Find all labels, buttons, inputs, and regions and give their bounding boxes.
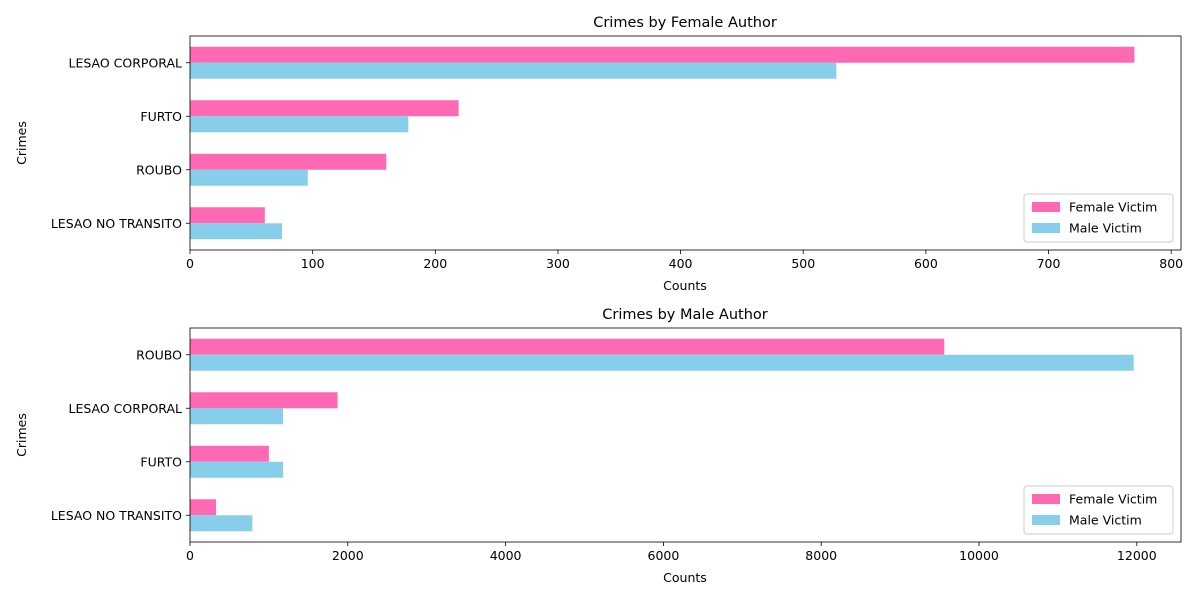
bar-female-victim <box>190 207 265 224</box>
legend-label: Female Victim <box>1069 492 1157 507</box>
axes-frame <box>189 35 1182 251</box>
x-tick-label: 8000 <box>805 548 837 563</box>
x-tick-label: 400 <box>669 256 693 271</box>
bar-male-victim <box>190 461 284 478</box>
legend-swatch-male-victim <box>1032 223 1060 233</box>
bar-male-victim <box>190 169 308 186</box>
legend-label: Male Victim <box>1069 513 1142 528</box>
chart-title: Crimes by Male Author <box>602 307 768 323</box>
chart-title: Crimes by Female Author <box>593 15 777 31</box>
bar-female-victim <box>190 392 338 409</box>
axes-frame <box>189 327 1182 543</box>
x-tick-label: 600 <box>914 256 938 271</box>
bar-male-victim <box>190 223 282 240</box>
x-axis-label: Counts <box>663 570 707 585</box>
x-tick-label: 4000 <box>490 548 522 563</box>
bar-female-victim <box>190 338 945 355</box>
x-tick-label: 700 <box>1037 256 1061 271</box>
y-tick-label: ROUBO <box>136 162 182 177</box>
y-tick-label: LESAO NO TRANSITO <box>51 508 182 523</box>
x-tick-label: 800 <box>1159 256 1183 271</box>
x-tick-label: 10000 <box>959 548 999 563</box>
x-tick-label: 0 <box>186 256 194 271</box>
x-tick-label: 0 <box>186 548 194 563</box>
bar-male-victim <box>190 408 284 425</box>
legend-swatch-female-victim <box>1032 202 1060 212</box>
legend-swatch-female-victim <box>1032 494 1060 504</box>
x-axis-label: Counts <box>663 278 707 293</box>
y-tick-label: FURTO <box>140 109 182 124</box>
x-tick-label: 500 <box>791 256 815 271</box>
legend: Female Victim Male Victim <box>1023 193 1174 243</box>
y-tick-label: ROUBO <box>136 347 182 362</box>
bar-male-victim <box>190 515 253 532</box>
y-tick-label: FURTO <box>140 454 182 469</box>
bar-female-victim <box>190 100 459 117</box>
legend: Female Victim Male Victim <box>1023 485 1174 535</box>
bar-male-victim <box>190 354 1134 371</box>
legend-label: Male Victim <box>1069 221 1142 236</box>
bar-female-victim <box>190 153 387 170</box>
bar-female-victim <box>190 445 269 462</box>
y-tick-label: LESAO NO TRANSITO <box>51 216 182 231</box>
y-tick-label: LESAO CORPORAL <box>69 55 183 70</box>
panel-male-author: Crimes by Male Author Counts Crimes ROUB… <box>14 307 1182 585</box>
bar-male-victim <box>190 116 409 133</box>
x-tick-label: 12000 <box>1117 548 1157 563</box>
bar-female-victim <box>190 499 217 516</box>
panel-female-author: Crimes by Female Author Counts Crimes LE… <box>14 15 1183 293</box>
x-tick-label: 2000 <box>332 548 364 563</box>
x-tick-label: 300 <box>546 256 570 271</box>
legend-box <box>1023 485 1174 535</box>
legend-swatch-male-victim <box>1032 515 1060 525</box>
x-tick-label: 100 <box>301 256 325 271</box>
legend-label: Female Victim <box>1069 200 1157 215</box>
y-axis-label: Crimes <box>14 121 29 165</box>
y-tick-label: LESAO CORPORAL <box>69 401 183 416</box>
legend-box <box>1023 193 1174 243</box>
bar-male-victim <box>190 62 837 79</box>
x-tick-label: 200 <box>423 256 447 271</box>
x-tick-label: 6000 <box>648 548 680 563</box>
bar-female-victim <box>190 46 1135 63</box>
y-axis-label: Crimes <box>14 413 29 457</box>
